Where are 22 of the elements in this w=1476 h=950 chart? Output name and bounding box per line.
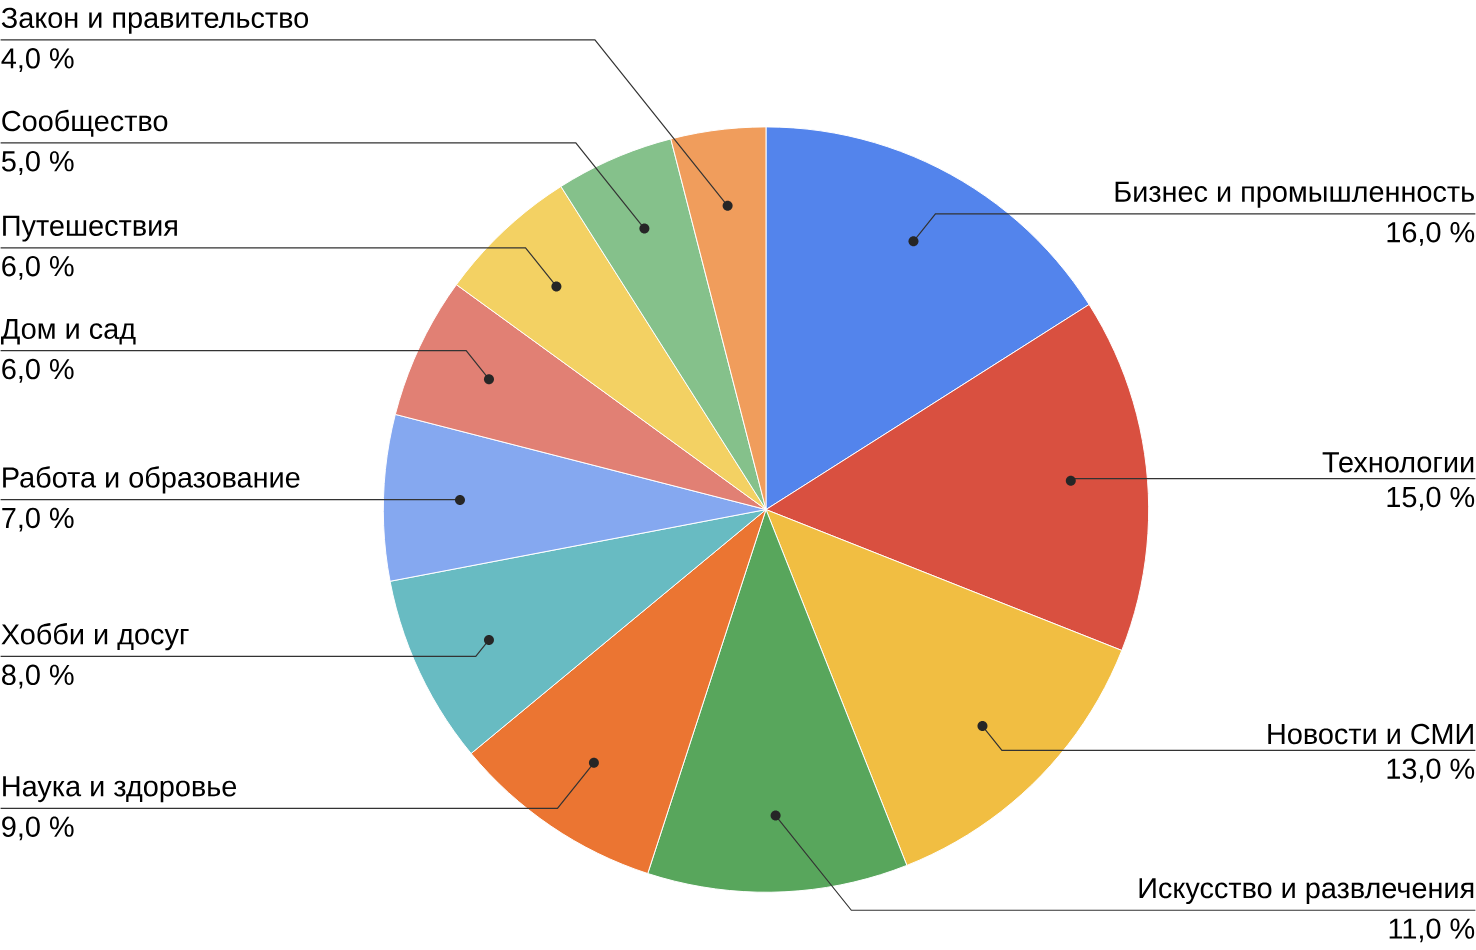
slice-label: Наука и здоровье: [3, 776, 237, 803]
data-label: 6,0 %: [2, 358, 74, 383]
slice-label: Работа и образование: [3, 466, 300, 494]
data-label: 13,0 %: [1387, 758, 1475, 783]
slice-label: Дом и сад: [1, 318, 136, 345]
data-label: 9,0 %: [2, 816, 74, 841]
slice-label: Бизнес и промышленность: [1115, 181, 1474, 208]
data-label: 5,0 %: [1, 150, 74, 175]
data-label: 11,0 %: [1389, 918, 1475, 943]
data-label: 7,0 %: [2, 507, 74, 532]
data-label: 4,0 %: [1, 48, 74, 72]
data-label: 6,0 %: [2, 255, 74, 280]
data-label: 16,0 %: [1387, 221, 1475, 246]
slice-label: Искусство и развлечения: [1139, 878, 1474, 904]
slice-label: Путешествия: [3, 215, 177, 242]
slice-label: Закон и правительство: [1, 7, 309, 34]
slice-label: Сообщество: [2, 109, 168, 137]
data-label: 15,0 %: [1387, 486, 1475, 511]
slice-label: Технологии: [1322, 452, 1474, 473]
slice-label: Новости и СМИ: [1268, 723, 1473, 745]
slice-label: Хобби и досуг: [1, 623, 189, 651]
data-label: 8,0 %: [2, 664, 74, 689]
